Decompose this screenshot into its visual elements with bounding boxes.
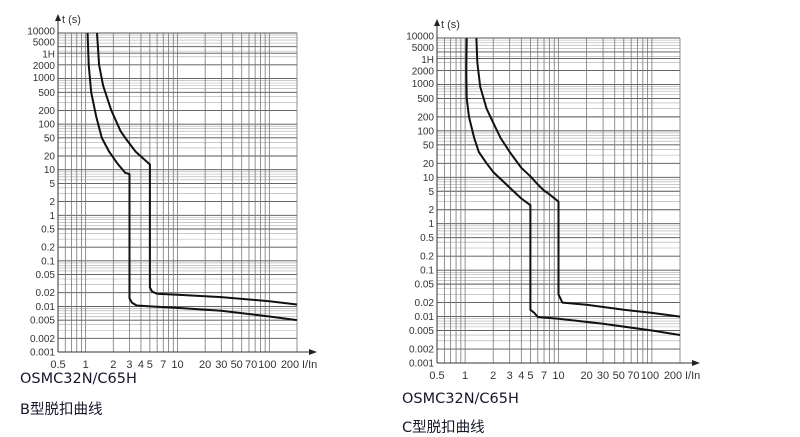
- y-axis-arrow-icon: [434, 19, 440, 26]
- y-tick-label: 5: [49, 179, 55, 190]
- y-tick-label: 20: [423, 159, 435, 170]
- chart-b-title: B型脱扣曲线: [20, 402, 103, 418]
- y-tick-label: 0.1: [41, 256, 55, 267]
- x-tick-label: 10: [171, 359, 183, 371]
- chart-c-title: C型脱扣曲线: [402, 420, 485, 436]
- y-tick-label: 0.001: [409, 359, 434, 370]
- y-tick-label: 10000: [406, 32, 434, 43]
- x-tick-label: 4: [138, 359, 144, 371]
- y-tick-label: 0.002: [409, 345, 434, 356]
- x-tick-label: 2: [490, 370, 496, 382]
- chart-c-model-caption: OSMC32N/C65H: [402, 391, 519, 407]
- y-tick-label: 5000: [412, 43, 435, 54]
- y-tick-label: 10: [44, 165, 56, 176]
- y-tick-label: 1H: [42, 50, 55, 61]
- trip-curve-upper: [475, 37, 681, 318]
- x-tick-label: 1: [462, 370, 468, 382]
- y-axis-arrow-icon: [55, 14, 61, 21]
- y-tick-label: 200: [417, 112, 434, 123]
- chart-b-model-caption: OSMC32N/C65H: [20, 371, 137, 387]
- x-tick-label: 10: [552, 370, 564, 382]
- y-tick-label: 10000: [27, 27, 55, 38]
- y-tick-label: 1H: [421, 55, 434, 66]
- y-tick-label: 0.002: [30, 334, 55, 345]
- x-tick-label: 0.5: [50, 359, 65, 371]
- y-tick-label: 50: [423, 140, 435, 151]
- y-tick-label: 0.2: [41, 243, 55, 254]
- x-tick-label: 70: [627, 370, 639, 382]
- x-tick-label: 5: [147, 359, 153, 371]
- trip-curve-upper: [96, 32, 298, 306]
- x-tick-label: 30: [597, 370, 609, 382]
- x-tick-label: 200: [664, 370, 682, 382]
- x-tick-label: 1: [83, 359, 89, 371]
- trip-curve-lower: [465, 37, 681, 336]
- x-tick-label: 100: [641, 370, 659, 382]
- y-tick-label: 0.2: [420, 252, 434, 263]
- x-tick-label: 4: [518, 370, 524, 382]
- x-tick-label: 5: [527, 370, 533, 382]
- y-tick-label: 0.02: [415, 298, 435, 309]
- x-tick-label: 0.5: [429, 370, 444, 382]
- y-tick-label: 5000: [33, 38, 56, 49]
- y-tick-label: 0.01: [415, 312, 435, 323]
- x-tick-label: 30: [215, 359, 227, 371]
- x-tick-label: 200: [281, 359, 299, 371]
- y-tick-label: 0.005: [409, 326, 434, 337]
- y-tick-label: 5: [428, 187, 434, 198]
- y-tick-label: 0.05: [36, 270, 56, 281]
- x-tick-label: 7: [160, 359, 166, 371]
- y-tick-label: 100: [38, 120, 55, 131]
- y-tick-label: 2: [49, 197, 55, 208]
- y-tick-label: 20: [44, 151, 56, 162]
- y-tick-label: 0.001: [30, 348, 55, 359]
- x-tick-label: 100: [258, 359, 276, 371]
- y-tick-label: 1000: [33, 73, 56, 84]
- x-tick-label: 2: [110, 359, 116, 371]
- y-tick-label: 1: [428, 219, 434, 230]
- y-tick-label: 50: [44, 133, 56, 144]
- y-tick-label: 2: [428, 205, 434, 216]
- x-tick-label: 3: [507, 370, 513, 382]
- x-axis-arrow-icon: [309, 349, 317, 355]
- trip-curve-lower: [86, 32, 298, 322]
- x-tick-label: 3: [126, 359, 132, 371]
- y-tick-label: 0.1: [420, 266, 434, 277]
- y-tick-label: 100: [417, 126, 434, 137]
- x-tick-label: 70: [245, 359, 257, 371]
- y-tick-label: 2000: [412, 66, 435, 77]
- y-tick-label: 0.05: [415, 280, 435, 291]
- y-tick-label: 0.005: [30, 316, 55, 327]
- x-tick-label: 20: [580, 370, 592, 382]
- y-axis-label: t (s): [62, 14, 81, 26]
- x-axis-label: I/In: [302, 359, 317, 371]
- y-axis-label: t (s): [441, 19, 460, 31]
- y-tick-label: 0.5: [420, 233, 434, 244]
- x-tick-label: 20: [199, 359, 211, 371]
- y-tick-label: 500: [38, 88, 55, 99]
- y-tick-label: 0.5: [41, 225, 55, 236]
- y-tick-label: 2000: [33, 61, 56, 72]
- x-axis-label: I/In: [685, 370, 700, 382]
- y-tick-label: 1000: [412, 79, 435, 90]
- y-tick-label: 0.02: [36, 288, 56, 299]
- y-tick-label: 1: [49, 211, 55, 222]
- x-tick-label: 50: [231, 359, 243, 371]
- x-axis-arrow-icon: [692, 360, 700, 366]
- y-tick-label: 200: [38, 106, 55, 117]
- x-tick-label: 50: [613, 370, 625, 382]
- y-tick-label: 500: [417, 94, 434, 105]
- y-tick-label: 10: [423, 173, 435, 184]
- x-tick-label: 7: [541, 370, 547, 382]
- y-tick-label: 0.01: [36, 302, 56, 313]
